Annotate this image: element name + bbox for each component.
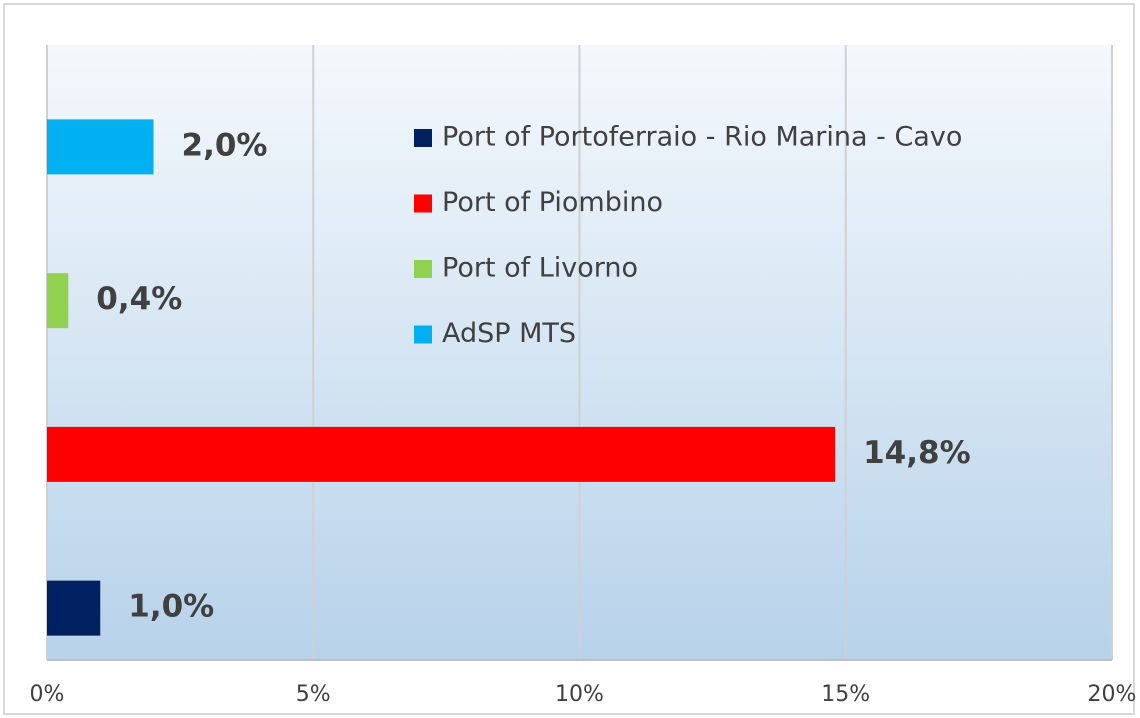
x-tick-label: 10%: [555, 682, 604, 707]
bar: [47, 119, 154, 175]
legend-label: AdSP MTS: [442, 318, 576, 349]
legend-label: Port of Piombino: [442, 187, 663, 218]
data-label: 14,8%: [863, 435, 971, 471]
bar: [47, 580, 101, 636]
x-tick-label: 20%: [1088, 682, 1137, 707]
data-label: 2,0%: [182, 127, 268, 163]
legend-swatch: [414, 129, 432, 147]
x-tick-label: 0%: [30, 682, 65, 707]
legend-swatch: [414, 260, 432, 278]
data-label: 1,0%: [128, 589, 214, 625]
bar: [47, 273, 69, 329]
x-tick-label: 15%: [821, 682, 870, 707]
data-label: 0,4%: [96, 281, 182, 317]
legend-swatch: [414, 325, 432, 344]
bar: [47, 426, 836, 482]
x-tick-label: 5%: [296, 682, 331, 707]
legend-label: Port of Portoferraio - Rio Marina - Cavo: [442, 122, 962, 153]
legend-label: Port of Livorno: [442, 253, 638, 284]
legend-swatch: [414, 194, 432, 213]
